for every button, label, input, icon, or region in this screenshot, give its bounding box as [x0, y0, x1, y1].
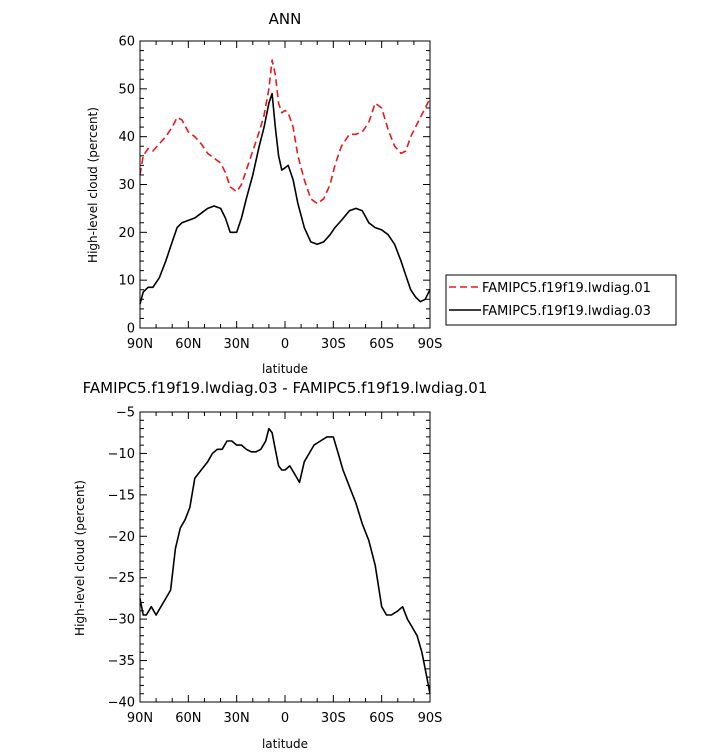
tick-labels: 0 10 20 30 40 50 60 90N 60N 30N 0 30S 60S 90S — [118, 35, 442, 353]
y-tick-label: −35 — [108, 654, 135, 669]
y-tick-label: −25 — [108, 571, 135, 586]
x-tick-label: 90N — [127, 337, 153, 352]
y-tick-label: −5 — [116, 406, 135, 421]
y-axis-label: High-level cloud (percent) — [86, 107, 100, 263]
series-lines — [139, 427, 431, 694]
x-tick-label: 60N — [175, 711, 201, 726]
axis-ticks — [139, 411, 431, 703]
plot-frame — [139, 411, 431, 703]
x-tick-label: 60N — [175, 337, 201, 352]
y-tick-label: −20 — [108, 530, 135, 545]
y-tick-label: −15 — [108, 488, 135, 503]
y-tick-label: −10 — [108, 447, 135, 462]
y-tick-label: 10 — [118, 274, 135, 289]
series-line-2 — [139, 92, 431, 305]
chart-title: ANN — [269, 10, 302, 28]
series-line-1 — [139, 59, 431, 205]
plot-frame — [139, 40, 431, 329]
y-tick-label: 0 — [127, 322, 135, 337]
x-tick-label: 90N — [127, 711, 153, 726]
x-tick-label: 60S — [369, 711, 394, 726]
y-tick-label: 20 — [118, 226, 135, 241]
series-line-1 — [139, 427, 431, 694]
chart-annual-high-cloud: ANN High-level cloud (percent) latitude … — [86, 10, 677, 376]
x-tick-label: 30S — [321, 711, 346, 726]
y-tick-label: 60 — [118, 35, 135, 50]
y-tick-label: 40 — [118, 130, 135, 145]
y-tick-label: −40 — [108, 696, 135, 711]
axis-ticks — [139, 40, 431, 329]
x-tick-label: 30S — [321, 337, 346, 352]
series-lines — [139, 59, 431, 305]
tick-labels: −40 −35 −30 −25 −20 −15 −10 −5 90N 60N 30N 0 30S 60S 9… — [108, 406, 443, 727]
y-tick-label: −30 — [108, 613, 135, 628]
x-tick-label: 90S — [418, 337, 443, 352]
x-tick-label: 0 — [281, 337, 289, 352]
x-tick-label: 30N — [224, 337, 250, 352]
x-axis-label: latitude — [262, 737, 308, 751]
legend: FAMIPC5.f19f19.lwdiag.01 FAMIPC5.f19f19.… — [445, 274, 677, 326]
x-tick-label: 0 — [281, 711, 289, 726]
x-axis-label: latitude — [262, 362, 308, 376]
legend-box — [445, 274, 677, 326]
chart-title: FAMIPC5.f19f19.lwdiag.03 - FAMIPC5.f19f1… — [83, 379, 488, 397]
x-tick-label: 30N — [224, 711, 250, 726]
x-tick-label: 60S — [369, 337, 394, 352]
y-tick-label: 30 — [118, 178, 135, 193]
legend-label-03: FAMIPC5.f19f19.lwdiag.03 — [482, 304, 651, 319]
y-tick-label: 50 — [118, 82, 135, 97]
legend-label-01: FAMIPC5.f19f19.lwdiag.01 — [482, 281, 651, 296]
chart-difference: FAMIPC5.f19f19.lwdiag.03 - FAMIPC5.f19f1… — [73, 379, 487, 751]
x-tick-label: 90S — [418, 711, 443, 726]
y-axis-label: High-level cloud (percent) — [73, 480, 87, 636]
